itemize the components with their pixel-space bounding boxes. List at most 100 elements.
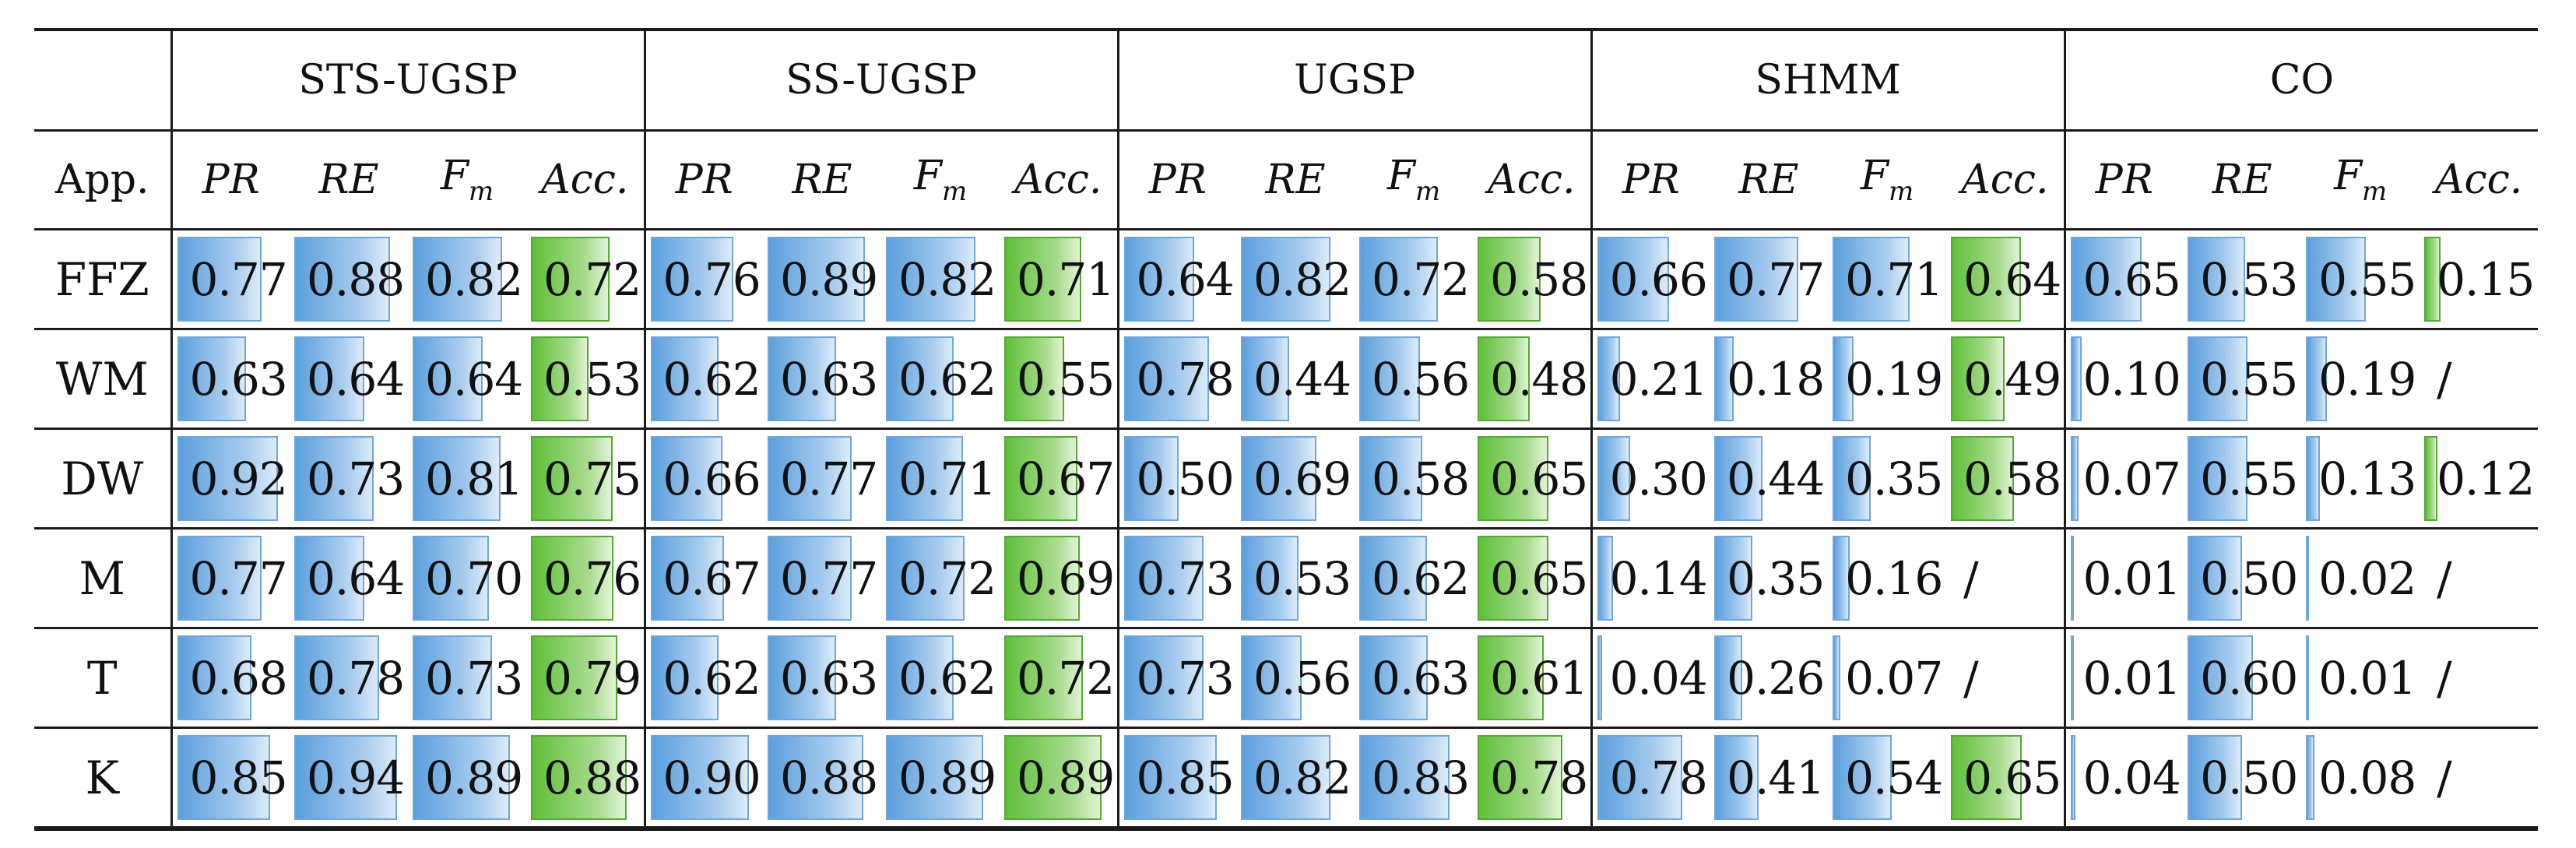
value-cell: 0.19 [2301, 329, 2420, 430]
metric-subscript: m [468, 176, 494, 207]
value-cell: 0.49 [1946, 329, 2066, 430]
score-bar [1833, 436, 1871, 521]
value-cell: 0.01 [2065, 528, 2184, 629]
cell-value: 0.10 [2082, 352, 2181, 406]
value-cell: 0.90 [645, 727, 764, 831]
accuracy-bar [531, 635, 617, 720]
cell-value: / [2437, 751, 2452, 804]
accuracy-bar [1478, 237, 1541, 322]
score-bar [768, 237, 866, 322]
score-bar [177, 436, 278, 521]
value-cell: 0.78 [290, 628, 408, 729]
score-bar [413, 635, 492, 720]
value-cell: 0.85 [171, 727, 290, 831]
accuracy-bar [531, 735, 627, 820]
value-cell: 0.56 [1236, 628, 1355, 729]
value-cell: 0.77 [171, 528, 290, 629]
metric-subscript: m [941, 176, 968, 207]
cell-value: / [2437, 352, 2452, 406]
value-cell: 0.16 [1828, 528, 1947, 629]
score-bar [1123, 237, 1194, 322]
score-bar [2070, 436, 2079, 521]
score-bar [1597, 635, 1602, 720]
value-cell: 0.94 [290, 727, 408, 831]
score-bar [886, 436, 964, 521]
score-bar [2306, 735, 2315, 820]
value-cell: 0.62 [1355, 528, 1474, 629]
score-bar [2188, 237, 2246, 322]
group-header: SS-UGSP [645, 28, 1119, 132]
cell-value: 0.78 [1490, 751, 1588, 804]
cell-value: 0.48 [1490, 352, 1588, 406]
value-cell: 0.82 [881, 229, 1000, 330]
cell-value: 0.62 [1372, 551, 1470, 605]
cell-value: 0.63 [780, 651, 878, 705]
score-bar [2188, 536, 2243, 621]
score-bar [177, 735, 270, 820]
cell-value: 0.12 [2437, 452, 2535, 505]
cell-value: / [2437, 551, 2452, 605]
cell-value: 0.26 [1727, 651, 1825, 705]
value-cell: 0.50 [2183, 528, 2302, 629]
value-cell: / [2420, 329, 2539, 430]
value-cell: 0.89 [1000, 727, 1119, 831]
metric-header-row: App. PR RE Fm Acc. PR RE Fm Acc. PR RE Fm Acc. PR RE Fm… [34, 130, 2539, 230]
cell-value: 0.56 [1372, 352, 1470, 406]
score-bar [1714, 336, 1734, 421]
cell-value: 0.72 [898, 551, 996, 605]
table-row: K 0.85 0.94 0.89 0.88 0.90 0.88 0.89 0.89 0.85 0.8… [34, 727, 2539, 831]
cell-value: 0.79 [543, 651, 641, 705]
value-cell: 0.76 [526, 528, 646, 629]
cell-value: 0.76 [543, 551, 641, 605]
value-cell: 0.88 [290, 229, 408, 330]
cell-value: 0.61 [1490, 651, 1588, 705]
cell-value: 0.55 [1017, 352, 1115, 406]
value-cell: 0.62 [645, 329, 764, 430]
value-cell: 0.82 [1236, 229, 1355, 330]
value-cell: 0.70 [408, 528, 526, 629]
cell-value: 0.66 [1609, 252, 1708, 306]
score-bar [1833, 336, 1854, 421]
score-bar [294, 436, 374, 521]
cell-value: 0.77 [780, 551, 878, 605]
score-bar [294, 237, 390, 322]
value-cell: 0.77 [1710, 229, 1829, 330]
results-table-container: STS-UGSP SS-UGSP UGSP SHMM CO App. PR RE Fm Acc. P… [34, 28, 2539, 831]
score-bar [1359, 237, 1439, 322]
score-bar [1123, 735, 1217, 820]
table-row: T 0.68 0.78 0.73 0.79 0.62 0.63 0.62 0.72 0.73 0.5… [34, 628, 2539, 729]
value-cell: 0.02 [2301, 528, 2420, 629]
score-bar [2070, 735, 2075, 820]
cell-value: 0.62 [898, 352, 996, 406]
value-cell: 0.41 [1710, 727, 1829, 831]
cell-value: 0.44 [1253, 352, 1351, 406]
cell-value: 0.64 [425, 352, 523, 406]
metric-name: Acc. [2434, 157, 2523, 203]
cell-value: 0.01 [2318, 651, 2416, 705]
cell-value: 0.13 [2318, 452, 2416, 505]
score-bar [1359, 336, 1421, 421]
cell-value: 0.85 [189, 751, 288, 804]
cell-value: 0.77 [189, 551, 288, 605]
value-cell: 0.10 [2065, 329, 2184, 430]
value-cell: 0.55 [2183, 329, 2302, 430]
row-label: M [34, 528, 173, 629]
score-bar [413, 336, 483, 421]
metric-header: PR [2065, 130, 2184, 230]
value-cell: / [1946, 528, 2066, 629]
cell-value: 0.85 [1136, 751, 1235, 804]
cell-value: 0.89 [1017, 751, 1115, 804]
value-cell: 0.82 [408, 229, 526, 330]
value-cell: 0.44 [1236, 329, 1355, 430]
score-bar [1714, 635, 1743, 720]
value-cell: 0.88 [526, 727, 646, 831]
score-bar [2306, 536, 2310, 621]
cell-value: 0.19 [1845, 352, 1943, 406]
cell-value: 0.89 [425, 751, 523, 804]
value-cell: 0.55 [2183, 428, 2302, 530]
results-table: STS-UGSP SS-UGSP UGSP SHMM CO App. PR RE Fm Acc. P… [34, 28, 2539, 831]
value-cell: 0.18 [1710, 329, 1829, 430]
cell-value: 0.19 [2318, 352, 2416, 406]
score-bar [886, 237, 976, 322]
value-cell: 0.07 [2065, 428, 2184, 530]
